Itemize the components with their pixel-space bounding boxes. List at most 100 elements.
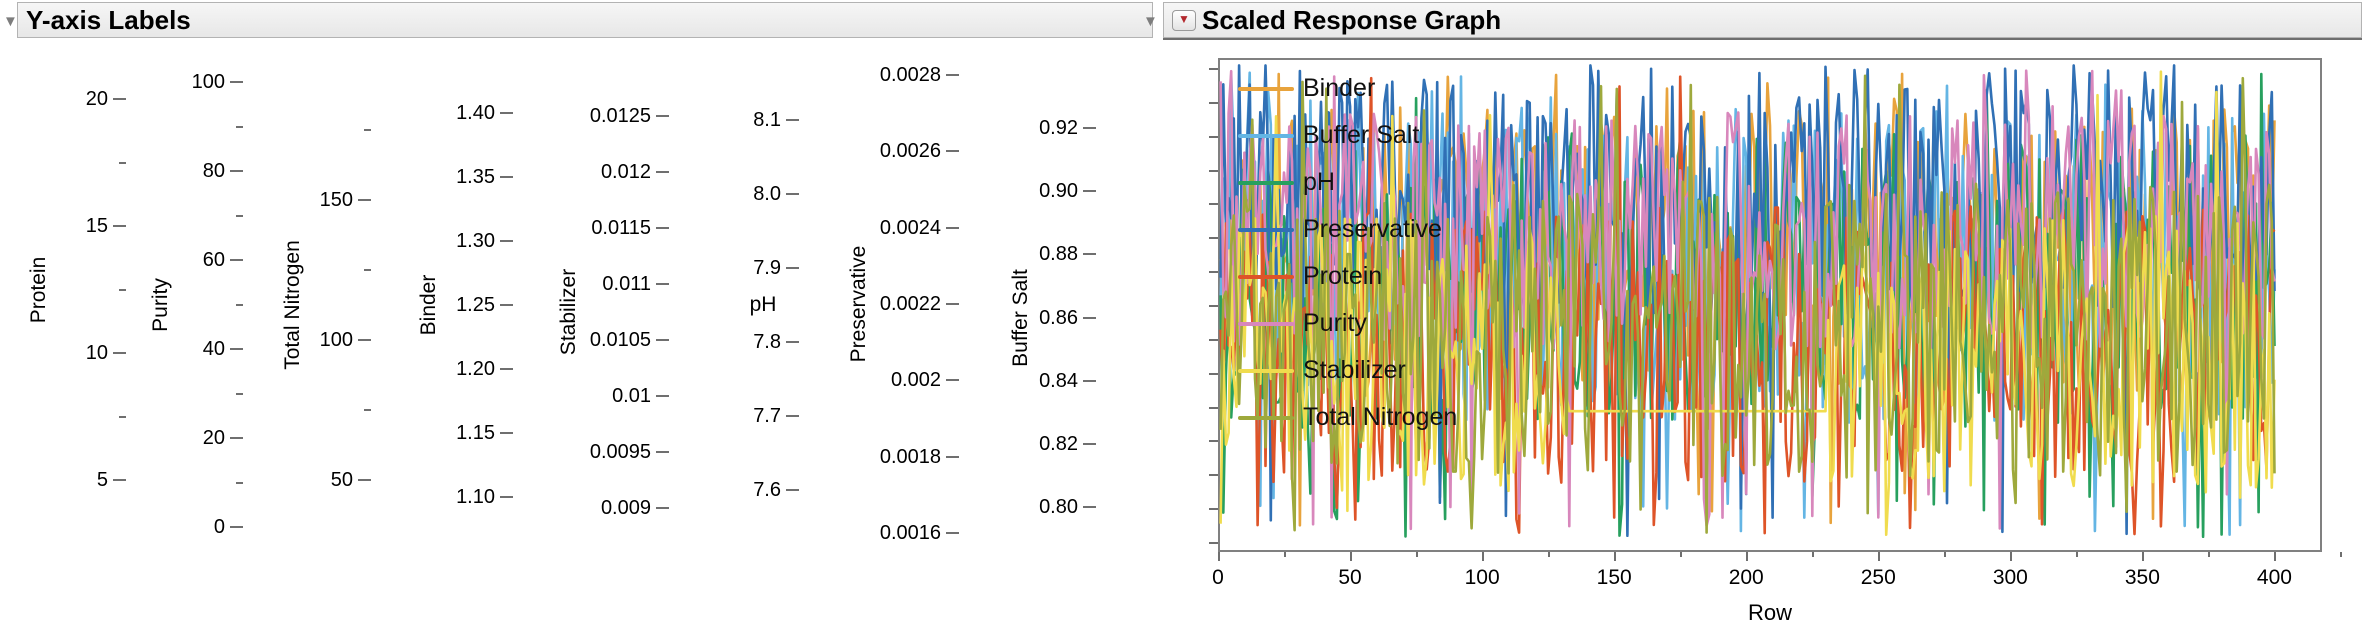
legend-label: Preservative (1303, 215, 1442, 243)
axis-tick-mark (656, 339, 669, 341)
legend-item-stabilizer[interactable]: Stabilizer (1238, 358, 1406, 383)
y-axis-ph[interactable]: 8.1 8.0 7.9 7.8 7.7 7.6 pH (717, 40, 803, 630)
axis-tick-mark (230, 170, 243, 172)
axis-name-label: Purity (149, 277, 172, 332)
series-line-total-nitrogen[interactable] (1219, 74, 2276, 534)
y-axis-stabilizer[interactable]: 0.0125 0.012 0.0115 0.011 0.0105 0.01 0.0095 0.… (555, 40, 673, 630)
axis-tick-label: 7.9 (753, 257, 781, 279)
axis-tick-mark (786, 489, 799, 491)
axis-tick-label: 1.25 (456, 294, 495, 316)
collapse-triangle-icon[interactable]: ▼ (1143, 13, 1158, 30)
x-tick-mark (1812, 552, 1815, 557)
axis-tick-mark (656, 507, 669, 509)
axis-tick-label: 7.6 (753, 479, 781, 501)
axis-tick-label: 8.0 (753, 183, 781, 205)
axis-tick-mark (656, 115, 669, 117)
axis-tick-mark (500, 240, 513, 242)
axis-tick-mark (1083, 316, 1096, 319)
y-tick-mark (1209, 237, 1218, 240)
axis-tick-mark (500, 176, 513, 178)
axis-tick-mark (364, 409, 371, 411)
x-tick-mark (1482, 552, 1485, 561)
axis-tick-mark (358, 339, 371, 341)
legend-swatch (1238, 274, 1294, 279)
panel-title-scaled-response-graph: Scaled Response Graph (1202, 4, 1502, 35)
axis-tick-mark (119, 161, 126, 164)
axis-tick-mark (1083, 190, 1096, 193)
y-axis-total-nitrogen[interactable]: 150 100 50 Total Nitrogen (279, 40, 375, 630)
y-tick-mark (1209, 338, 1218, 341)
legend-swatch (1238, 321, 1294, 326)
x-tick-label: 100 (1464, 566, 1500, 589)
axis-tick-mark (230, 437, 243, 439)
legend-swatch (1238, 227, 1294, 232)
axis-tick-mark (358, 199, 371, 201)
y-axis-binder[interactable]: 1.40 1.35 1.30 1.25 1.20 1.15 1.10 Binder (415, 40, 517, 630)
y-tick-mark (1209, 169, 1218, 172)
legend-item-protein[interactable]: Protein (1238, 264, 1382, 289)
y-axis-preservative[interactable]: 0.0028 0.0026 0.0024 0.0022 0.002 0.0018 0.001… (845, 40, 963, 630)
x-tick-mark (1614, 552, 1617, 561)
x-tick-label: 350 (2124, 566, 2160, 589)
collapse-triangle-icon[interactable]: ▼ (3, 13, 18, 30)
axis-tick-mark (1083, 506, 1096, 508)
axis-tick-mark (113, 225, 126, 227)
legend-label: Stabilizer (1303, 356, 1406, 384)
axis-tick-label: 7.8 (753, 331, 781, 353)
axis-tick-label: 0.0022 (879, 293, 941, 315)
axis-tick-mark (119, 415, 126, 418)
panel-scaled-response-graph: ▼ ▼ Scaled Response Graph 0 50 100 150 200 25… (1143, 0, 2362, 630)
axis-tick-label: 0 (213, 516, 225, 538)
axis-tick-mark (946, 303, 959, 305)
x-tick-label: 0 (1212, 566, 1224, 589)
x-tick-label: 250 (1860, 566, 1896, 589)
legend-label: Protein (1303, 262, 1383, 290)
axis-tick-mark (946, 532, 959, 534)
axis-tick-mark (946, 74, 959, 76)
axis-tick-label: 0.0028 (879, 64, 941, 86)
red-triangle-menu-button[interactable]: ▼ (1172, 9, 1196, 31)
legend-swatch (1238, 415, 1294, 420)
axis-tick-label: 100 (319, 329, 353, 351)
axis-tick-label: 0.84 (1039, 369, 1078, 392)
axis-tick-label: 100 (191, 71, 225, 93)
axis-tick-mark (236, 392, 243, 395)
axis-tick-mark (500, 368, 513, 370)
axis-tick-mark (786, 119, 799, 121)
legend-swatch (1238, 180, 1294, 185)
axis-tick-mark (946, 150, 959, 153)
axis-tick-mark (656, 395, 669, 397)
axis-tick-label: 20 (85, 88, 108, 110)
legend-item-preservative[interactable]: Preservative (1238, 217, 1442, 242)
x-tick-mark (1548, 552, 1551, 557)
legend-item-binder[interactable]: Binder (1238, 76, 1375, 101)
x-tick-mark (1878, 552, 1881, 561)
legend-label: Binder (1303, 74, 1376, 102)
y-axis-protein[interactable]: 20 15 10 5 Protein (25, 40, 130, 630)
y-tick-mark (1209, 203, 1218, 206)
legend-item-total-nitrogen[interactable]: Total Nitrogen (1238, 405, 1457, 430)
legend-item-ph[interactable]: pH (1238, 170, 1335, 195)
x-tick-mark (2142, 552, 2145, 561)
axis-tick-mark (113, 352, 126, 354)
x-tick-mark (1944, 552, 1947, 557)
axis-tick-mark (236, 214, 243, 217)
y-axis-purity[interactable]: 100 80 60 40 20 0 Purity (147, 40, 247, 630)
axis-tick-mark (230, 348, 243, 350)
y-tick-mark (1209, 508, 1218, 511)
x-tick-mark (1284, 552, 1287, 557)
x-tick-label: 400 (2256, 566, 2292, 589)
legend-swatch (1238, 86, 1294, 91)
y-axis-buffer-salt[interactable]: 0.92 0.90 0.88 0.86 0.84 0.82 0.80 Buffer Salt (1007, 40, 1100, 630)
axis-name-label: Buffer Salt (1009, 268, 1032, 367)
axis-tick-label: 0.86 (1039, 306, 1078, 329)
axis-tick-label: 0.0024 (879, 216, 941, 239)
axis-tick-label: 0.90 (1039, 180, 1078, 203)
legend-label: Buffer Salt (1303, 121, 1420, 149)
y-tick-mark (1209, 68, 1218, 70)
panel-header-y-axis-labels[interactable]: Y-axis Labels (17, 2, 1153, 38)
legend-item-buffer-salt[interactable]: Buffer Salt (1238, 123, 1419, 148)
panel-header-scaled-response-graph: ▼ Scaled Response Graph (1163, 2, 2362, 38)
legend-item-purity[interactable]: Purity (1238, 311, 1367, 336)
axis-tick-label: 15 (85, 215, 108, 237)
